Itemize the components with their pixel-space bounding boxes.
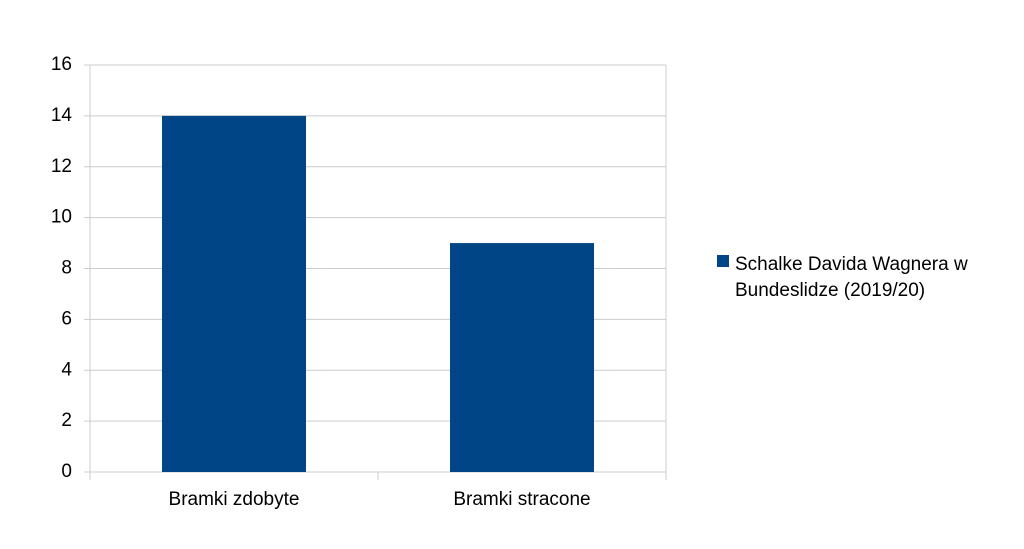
bar (162, 115, 306, 472)
y-tick-label: 12 (51, 156, 72, 177)
x-tick-label: Bramki zdobyte (169, 489, 300, 510)
y-tick-label: 0 (61, 461, 72, 482)
y-tick-label: 8 (61, 258, 72, 279)
legend-label: Schalke Davida Wagnera w Bundeslidze (20… (735, 254, 968, 301)
legend-swatch (717, 255, 729, 267)
y-tick-label: 16 (51, 54, 72, 75)
x-tick-label: Bramki stracone (453, 489, 590, 510)
y-tick-label: 6 (61, 308, 72, 329)
y-tick-label: 4 (61, 359, 72, 380)
y-tick-label: 10 (51, 207, 72, 228)
y-tick-label: 2 (61, 410, 72, 431)
bar (450, 243, 594, 472)
y-tick-label: 14 (51, 105, 73, 126)
